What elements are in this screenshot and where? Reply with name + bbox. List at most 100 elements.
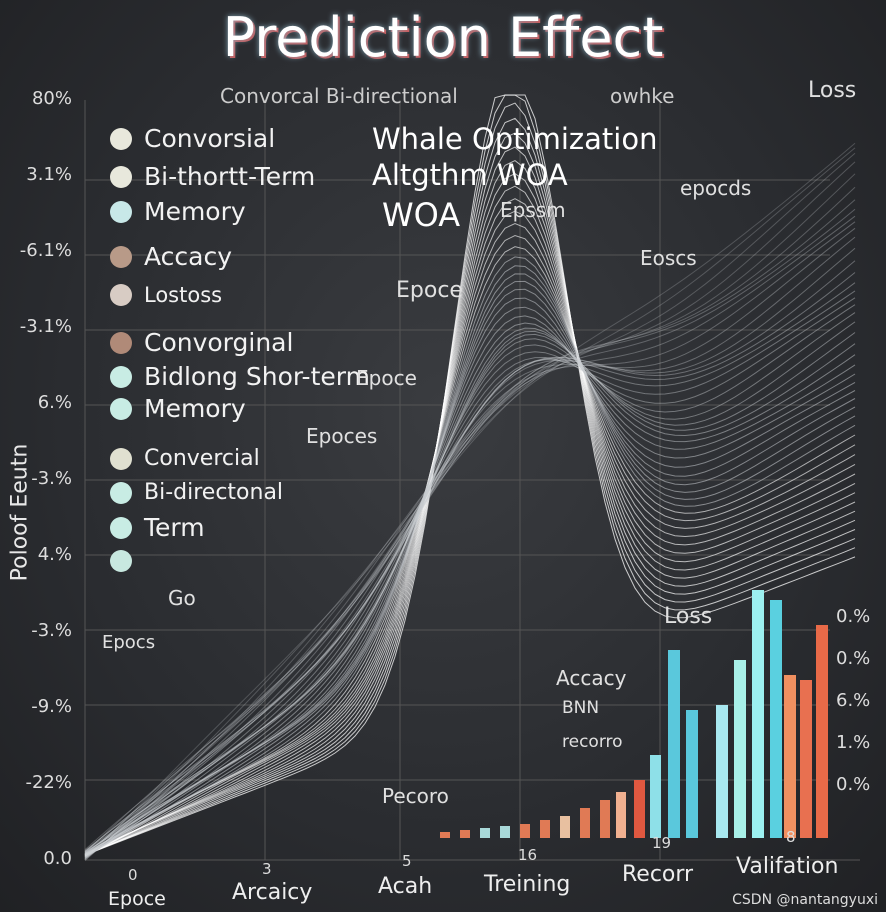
y-label-left: 4.% bbox=[37, 544, 72, 565]
legend-dot bbox=[110, 165, 132, 188]
curve bbox=[84, 117, 856, 856]
curve bbox=[84, 208, 856, 861]
annotation: Epoce bbox=[396, 278, 463, 303]
curve bbox=[84, 322, 856, 853]
curve bbox=[84, 186, 856, 853]
curve bbox=[84, 327, 856, 855]
curve bbox=[84, 185, 856, 855]
legend-text: Memory bbox=[144, 197, 246, 226]
annotation: Epoces bbox=[306, 424, 378, 448]
corner-label: Loss bbox=[808, 78, 857, 103]
legend-item: Convorginal bbox=[110, 328, 293, 357]
watermark: CSDN @nantangyuxi bbox=[732, 892, 878, 908]
y-label-left: -9.% bbox=[31, 696, 72, 717]
curve bbox=[84, 312, 856, 858]
curve bbox=[84, 199, 856, 858]
y-label-left: 0.0 bbox=[43, 848, 72, 869]
x-tick: 8 bbox=[786, 828, 796, 846]
subtitle-right: owhke bbox=[610, 84, 675, 108]
legend-item: Term bbox=[110, 513, 205, 542]
subtitle: Convorcal Bi-directional bbox=[220, 84, 458, 108]
x-tick: 16 bbox=[518, 846, 538, 864]
legend-text: Memory bbox=[144, 394, 246, 423]
legend-text: Bidlong Shor-term bbox=[144, 362, 370, 391]
legend-text: Convorginal bbox=[144, 328, 294, 357]
curve bbox=[84, 272, 856, 860]
curve bbox=[84, 161, 856, 852]
curve bbox=[84, 288, 856, 858]
legend-item: Memory bbox=[110, 394, 246, 423]
annotation: Epocs bbox=[102, 632, 156, 653]
y-label-left: 80% bbox=[31, 88, 72, 109]
y-label-right: 0.% bbox=[836, 648, 871, 669]
legend-item: Accacy bbox=[110, 242, 232, 271]
curve bbox=[84, 297, 856, 852]
curves bbox=[84, 94, 856, 861]
y-axis-label: Poloof Eeutn bbox=[7, 443, 33, 582]
woa-text: Whale Optimization bbox=[372, 122, 658, 156]
curve bbox=[84, 198, 856, 855]
curve bbox=[84, 306, 856, 856]
curve bbox=[84, 147, 856, 861]
curve bbox=[84, 102, 856, 856]
curve bbox=[84, 146, 856, 857]
y-label-left: -3.1% bbox=[19, 316, 72, 337]
legend-dot bbox=[110, 200, 132, 223]
y-label-left: 3.1% bbox=[26, 164, 72, 185]
y-label-right: 0.% bbox=[836, 774, 871, 795]
legend-text: Bi-thortt-Term bbox=[144, 162, 316, 191]
woa-text: Altgthm WOA bbox=[372, 158, 568, 192]
x-label: Acah bbox=[378, 874, 433, 899]
y-label-left: -22% bbox=[25, 772, 72, 793]
legend-item: Convorsial bbox=[110, 124, 275, 153]
y-label-left: -3.% bbox=[31, 620, 72, 641]
annotation: Accacy bbox=[556, 666, 627, 690]
curve bbox=[84, 173, 856, 850]
title: Prediction Effect bbox=[222, 6, 664, 69]
x-label: Epoce bbox=[108, 888, 166, 910]
x-label: Recorr bbox=[622, 862, 694, 887]
y-label-right: 1.% bbox=[836, 732, 871, 753]
curve bbox=[84, 152, 856, 857]
x-tick: 5 bbox=[402, 852, 412, 870]
legend-dot bbox=[110, 284, 132, 306]
annotation: Go bbox=[168, 586, 196, 610]
legend-text: Lostoss bbox=[144, 283, 223, 307]
legend-dot bbox=[110, 516, 132, 539]
legend-dot bbox=[110, 331, 132, 354]
curve bbox=[84, 265, 856, 854]
curve bbox=[84, 280, 856, 856]
annotation: Loss bbox=[664, 604, 713, 629]
bars bbox=[440, 590, 828, 838]
legend-item: Convercial bbox=[110, 446, 260, 471]
curve bbox=[84, 321, 856, 859]
x-label: Treining bbox=[484, 872, 571, 897]
curve bbox=[84, 236, 856, 852]
y-label-right: 6.% bbox=[836, 690, 871, 711]
curve bbox=[84, 290, 856, 853]
annotation: Epoce bbox=[356, 366, 417, 390]
y-label-right: 0.% bbox=[836, 606, 871, 627]
curve bbox=[84, 132, 856, 856]
curve bbox=[84, 94, 856, 856]
legend-dot bbox=[110, 127, 132, 150]
legend-item: Lostoss bbox=[110, 283, 222, 307]
curve bbox=[84, 227, 856, 851]
curve bbox=[84, 94, 856, 856]
curve bbox=[84, 256, 856, 855]
curve bbox=[84, 215, 856, 859]
y-label-left: -6.1% bbox=[19, 240, 72, 261]
legend-dot bbox=[110, 245, 132, 268]
y-label-left: -3.% bbox=[31, 468, 72, 489]
woa-text: WOA bbox=[382, 196, 461, 234]
x-tick: 3 bbox=[262, 860, 272, 878]
curve bbox=[84, 160, 856, 856]
legend-text: Bi-directonal bbox=[144, 480, 284, 505]
legend-text: Convercial bbox=[144, 446, 260, 471]
curve bbox=[84, 142, 856, 861]
legend-dot bbox=[110, 397, 132, 420]
legend-dot bbox=[110, 550, 132, 572]
y-label-left: 6.% bbox=[37, 392, 72, 413]
